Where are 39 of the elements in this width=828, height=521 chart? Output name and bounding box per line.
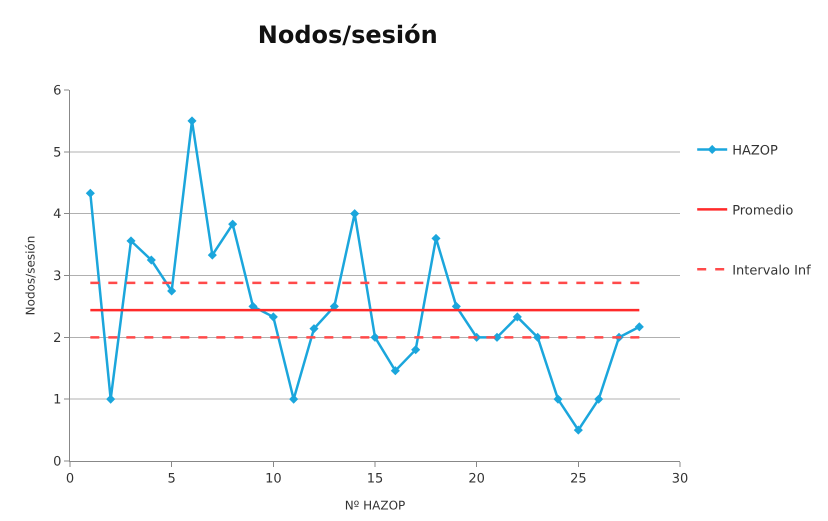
point <box>309 324 319 334</box>
point <box>553 394 563 404</box>
legend-label: Promedio <box>732 203 794 218</box>
x-tick-label: 20 <box>468 472 485 487</box>
y-tick-label: 1 <box>53 392 62 408</box>
legend-label: HAZOP <box>732 144 778 159</box>
chart-title: Nodos/sesión <box>258 20 438 49</box>
point <box>370 332 380 342</box>
x-tick-label: 10 <box>265 472 282 487</box>
point <box>411 345 420 354</box>
point <box>167 286 176 296</box>
point <box>533 332 542 342</box>
point <box>268 312 278 322</box>
x-tick-label: 15 <box>366 472 384 487</box>
point <box>574 426 583 435</box>
point <box>228 220 238 229</box>
point <box>126 236 136 246</box>
x-tick-label: 25 <box>570 472 587 487</box>
x-axis-title: Nº HAZOP <box>344 498 406 512</box>
y-tick-label: 3 <box>53 269 62 284</box>
legend-label: Intervalo Inf <box>732 263 812 278</box>
point <box>512 312 522 322</box>
point <box>208 250 217 260</box>
x-tick-label: 0 <box>66 472 74 487</box>
y-tick-label: 0 <box>53 454 62 470</box>
point <box>594 394 604 404</box>
y-tick-label: 2 <box>53 330 62 346</box>
point <box>86 188 95 198</box>
y-tick-label: 6 <box>53 84 62 99</box>
y-tick-label: 4 <box>53 207 62 222</box>
x-tick-label: 5 <box>168 472 176 487</box>
point <box>187 116 197 126</box>
point <box>146 255 156 265</box>
y-axis-title: Nodos/sesión <box>23 236 38 316</box>
y-tick-label: 5 <box>53 145 62 160</box>
point <box>634 322 644 332</box>
x-tick-label: 30 <box>672 472 688 487</box>
point <box>431 234 441 243</box>
point <box>390 366 400 376</box>
